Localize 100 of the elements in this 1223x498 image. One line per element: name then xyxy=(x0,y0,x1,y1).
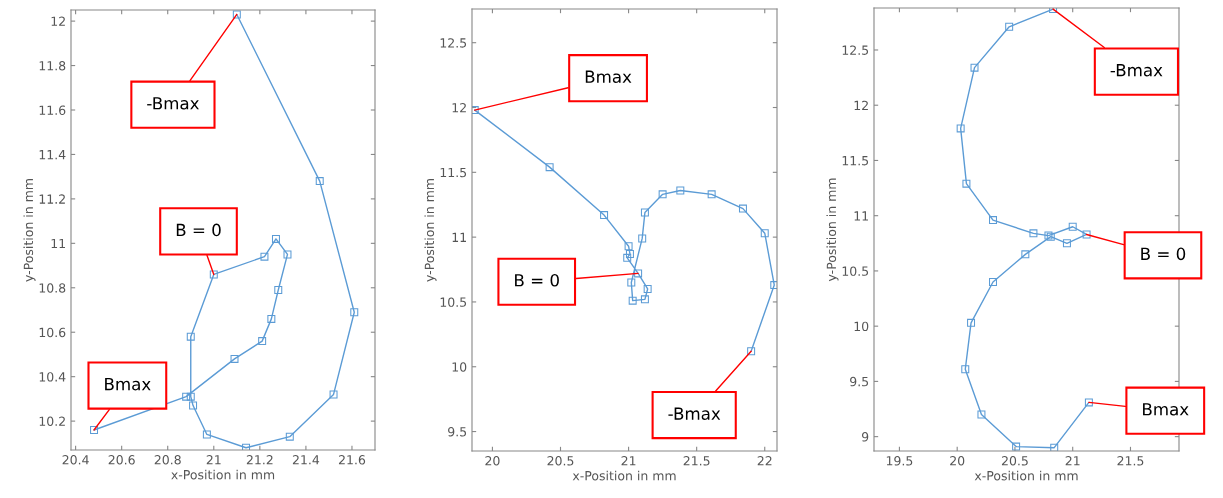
y-tick-label: 11.8 xyxy=(39,61,66,71)
point xyxy=(186,392,195,401)
point xyxy=(315,177,324,186)
point xyxy=(350,308,359,317)
x-tick-label: 20 xyxy=(950,456,965,466)
y-tick-label: 11.5 xyxy=(842,156,869,166)
point xyxy=(182,392,191,401)
y-tick-label: 10.5 xyxy=(842,266,869,276)
point xyxy=(230,354,239,363)
y-tick-label: 12 xyxy=(51,16,65,26)
y-tick-label: 11.5 xyxy=(440,167,467,178)
y-axis-title: y-Position in mm xyxy=(826,178,839,282)
y-tick-label: 12.5 xyxy=(440,38,467,48)
y-tick-label: 10 xyxy=(452,362,467,372)
point xyxy=(760,229,769,238)
y-tick-label: 10.4 xyxy=(39,372,66,382)
point xyxy=(329,390,338,399)
y-tick-label: 11 xyxy=(51,238,65,249)
point xyxy=(625,249,634,258)
point xyxy=(970,63,979,72)
y-tick-label: 11 xyxy=(452,232,466,242)
point xyxy=(989,216,997,225)
y-tick-label: 10.8 xyxy=(39,283,66,293)
point xyxy=(186,332,195,341)
point xyxy=(640,208,649,217)
x-axis-title: x-Position in mm xyxy=(171,469,275,480)
point xyxy=(961,365,970,374)
point xyxy=(271,234,280,243)
point xyxy=(643,284,652,293)
annotation: Bmax xyxy=(105,378,151,391)
point xyxy=(676,186,685,195)
x-tick-label: 21.2 xyxy=(246,455,273,465)
point xyxy=(1068,222,1077,231)
y-tick-label: 10 xyxy=(854,321,869,332)
point xyxy=(623,253,632,262)
point xyxy=(260,252,269,261)
point xyxy=(967,318,976,327)
point xyxy=(634,269,643,278)
point xyxy=(545,163,554,172)
point xyxy=(638,234,647,243)
y-tick-label: 10.2 xyxy=(39,416,65,427)
y-tick-label: 10.6 xyxy=(39,327,66,338)
x-tick-label: 21.5 xyxy=(683,456,710,466)
point xyxy=(707,190,716,199)
y-tick-label: 10.5 xyxy=(440,297,467,307)
y-tick-label: 12 xyxy=(452,102,466,113)
x-axis-title: x-Position in mm xyxy=(572,470,676,481)
x-tick-label: 20.5 xyxy=(1001,456,1028,466)
x-tick-label: 20.6 xyxy=(108,455,135,465)
point xyxy=(600,211,609,220)
x-tick-label: 19.5 xyxy=(886,456,913,466)
point xyxy=(1084,398,1093,407)
point xyxy=(1050,443,1059,451)
x-tick-label: 20.8 xyxy=(154,455,181,465)
point xyxy=(989,277,997,286)
y-tick-label: 9.5 xyxy=(850,376,869,387)
y-tick-label: 11.2 xyxy=(39,194,65,204)
point xyxy=(624,242,633,251)
y-tick-label: 11 xyxy=(854,211,868,221)
point xyxy=(1082,230,1091,239)
point xyxy=(209,270,218,279)
annotation: -Bmax xyxy=(668,407,721,420)
y-tick-label: 11.4 xyxy=(39,150,66,160)
point xyxy=(770,281,777,290)
x-tick-label: 20 xyxy=(485,456,500,466)
point xyxy=(1062,239,1071,248)
annotation: -Bmax xyxy=(147,97,199,110)
point xyxy=(283,250,292,259)
y-tick-label: 12 xyxy=(854,100,868,110)
x-tick-label: 20.5 xyxy=(547,456,574,466)
x-tick-label: 21.6 xyxy=(338,455,366,465)
point xyxy=(1029,229,1038,238)
point xyxy=(285,432,294,441)
x-tick-label: 22 xyxy=(757,456,772,466)
point xyxy=(267,314,276,323)
point xyxy=(1021,250,1030,259)
y-tick-label: 9 xyxy=(861,432,869,442)
y-tick-label: 9.5 xyxy=(448,427,467,437)
y-tick-label: 12.5 xyxy=(842,45,869,55)
y-axis-title: y-Position in mm xyxy=(23,179,36,282)
x-tick-label: 21.4 xyxy=(292,455,320,465)
point xyxy=(189,401,198,410)
point xyxy=(738,204,747,213)
point xyxy=(628,296,637,305)
y-axis-title: y-Position in mm xyxy=(424,179,437,282)
annotation: -Bmax xyxy=(1110,64,1163,77)
point xyxy=(258,337,267,346)
point xyxy=(658,190,667,199)
point xyxy=(977,410,986,419)
annotation: Bmax xyxy=(1143,403,1189,416)
x-tick-label: 21 xyxy=(621,456,636,466)
point xyxy=(956,124,965,133)
y-tick-label: 11.6 xyxy=(39,105,66,115)
point xyxy=(627,278,636,287)
point xyxy=(232,10,241,19)
point xyxy=(274,286,283,294)
annotation: B = 0 xyxy=(1141,247,1186,261)
x-tick-label: 21 xyxy=(1065,456,1080,466)
x-axis-title: x-Position in mm xyxy=(974,470,1078,481)
point xyxy=(747,347,756,356)
